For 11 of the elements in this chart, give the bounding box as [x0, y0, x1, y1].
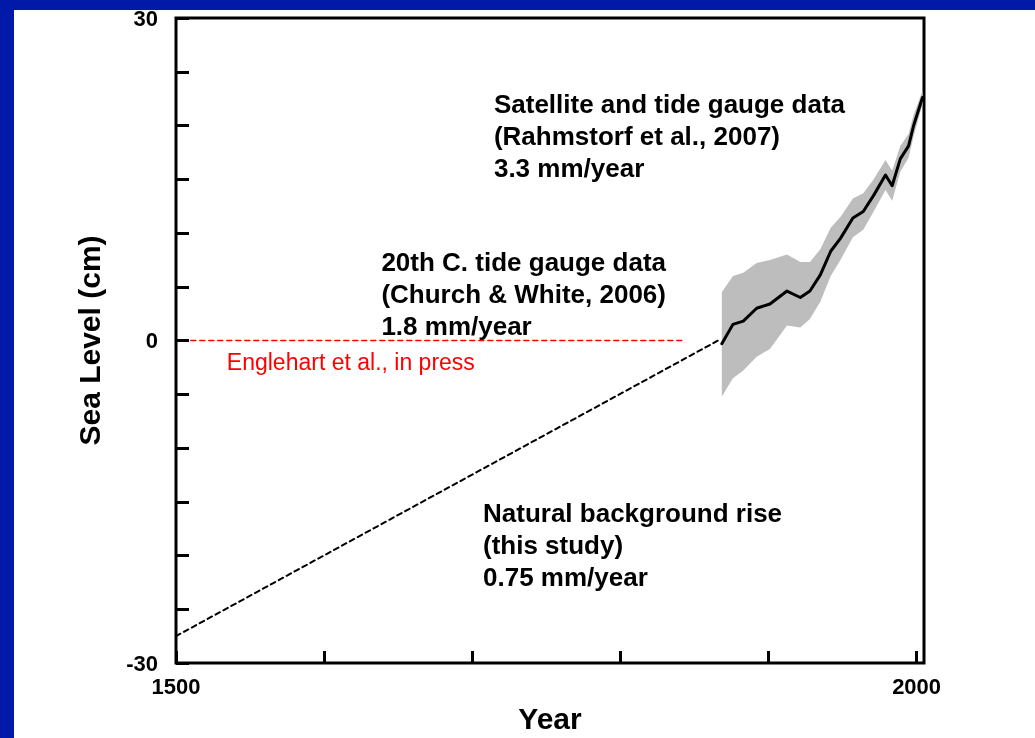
annotation: 20th C. tide gauge data (Church & White, 2006) 1.8 mm/year: [381, 247, 667, 341]
series-label: Englehart et al., in press: [226, 349, 475, 375]
y-tick-label: 30: [133, 5, 158, 31]
x-tick-label: 2000: [892, 673, 942, 699]
y-tick-label: -30: [126, 650, 158, 676]
y-tick-label: 0: [145, 328, 158, 353]
annotation: Natural background rise (this study) 0.75 mm/year: [483, 498, 783, 592]
x-tick-label: 1500: [151, 673, 201, 699]
x-axis-title: Year: [518, 701, 583, 735]
y-axis-title: Sea Level (cm): [72, 235, 106, 446]
annotation: Satellite and tide gauge data (Rahmstorf et al., 2007) 3.3 mm/year: [493, 89, 846, 183]
